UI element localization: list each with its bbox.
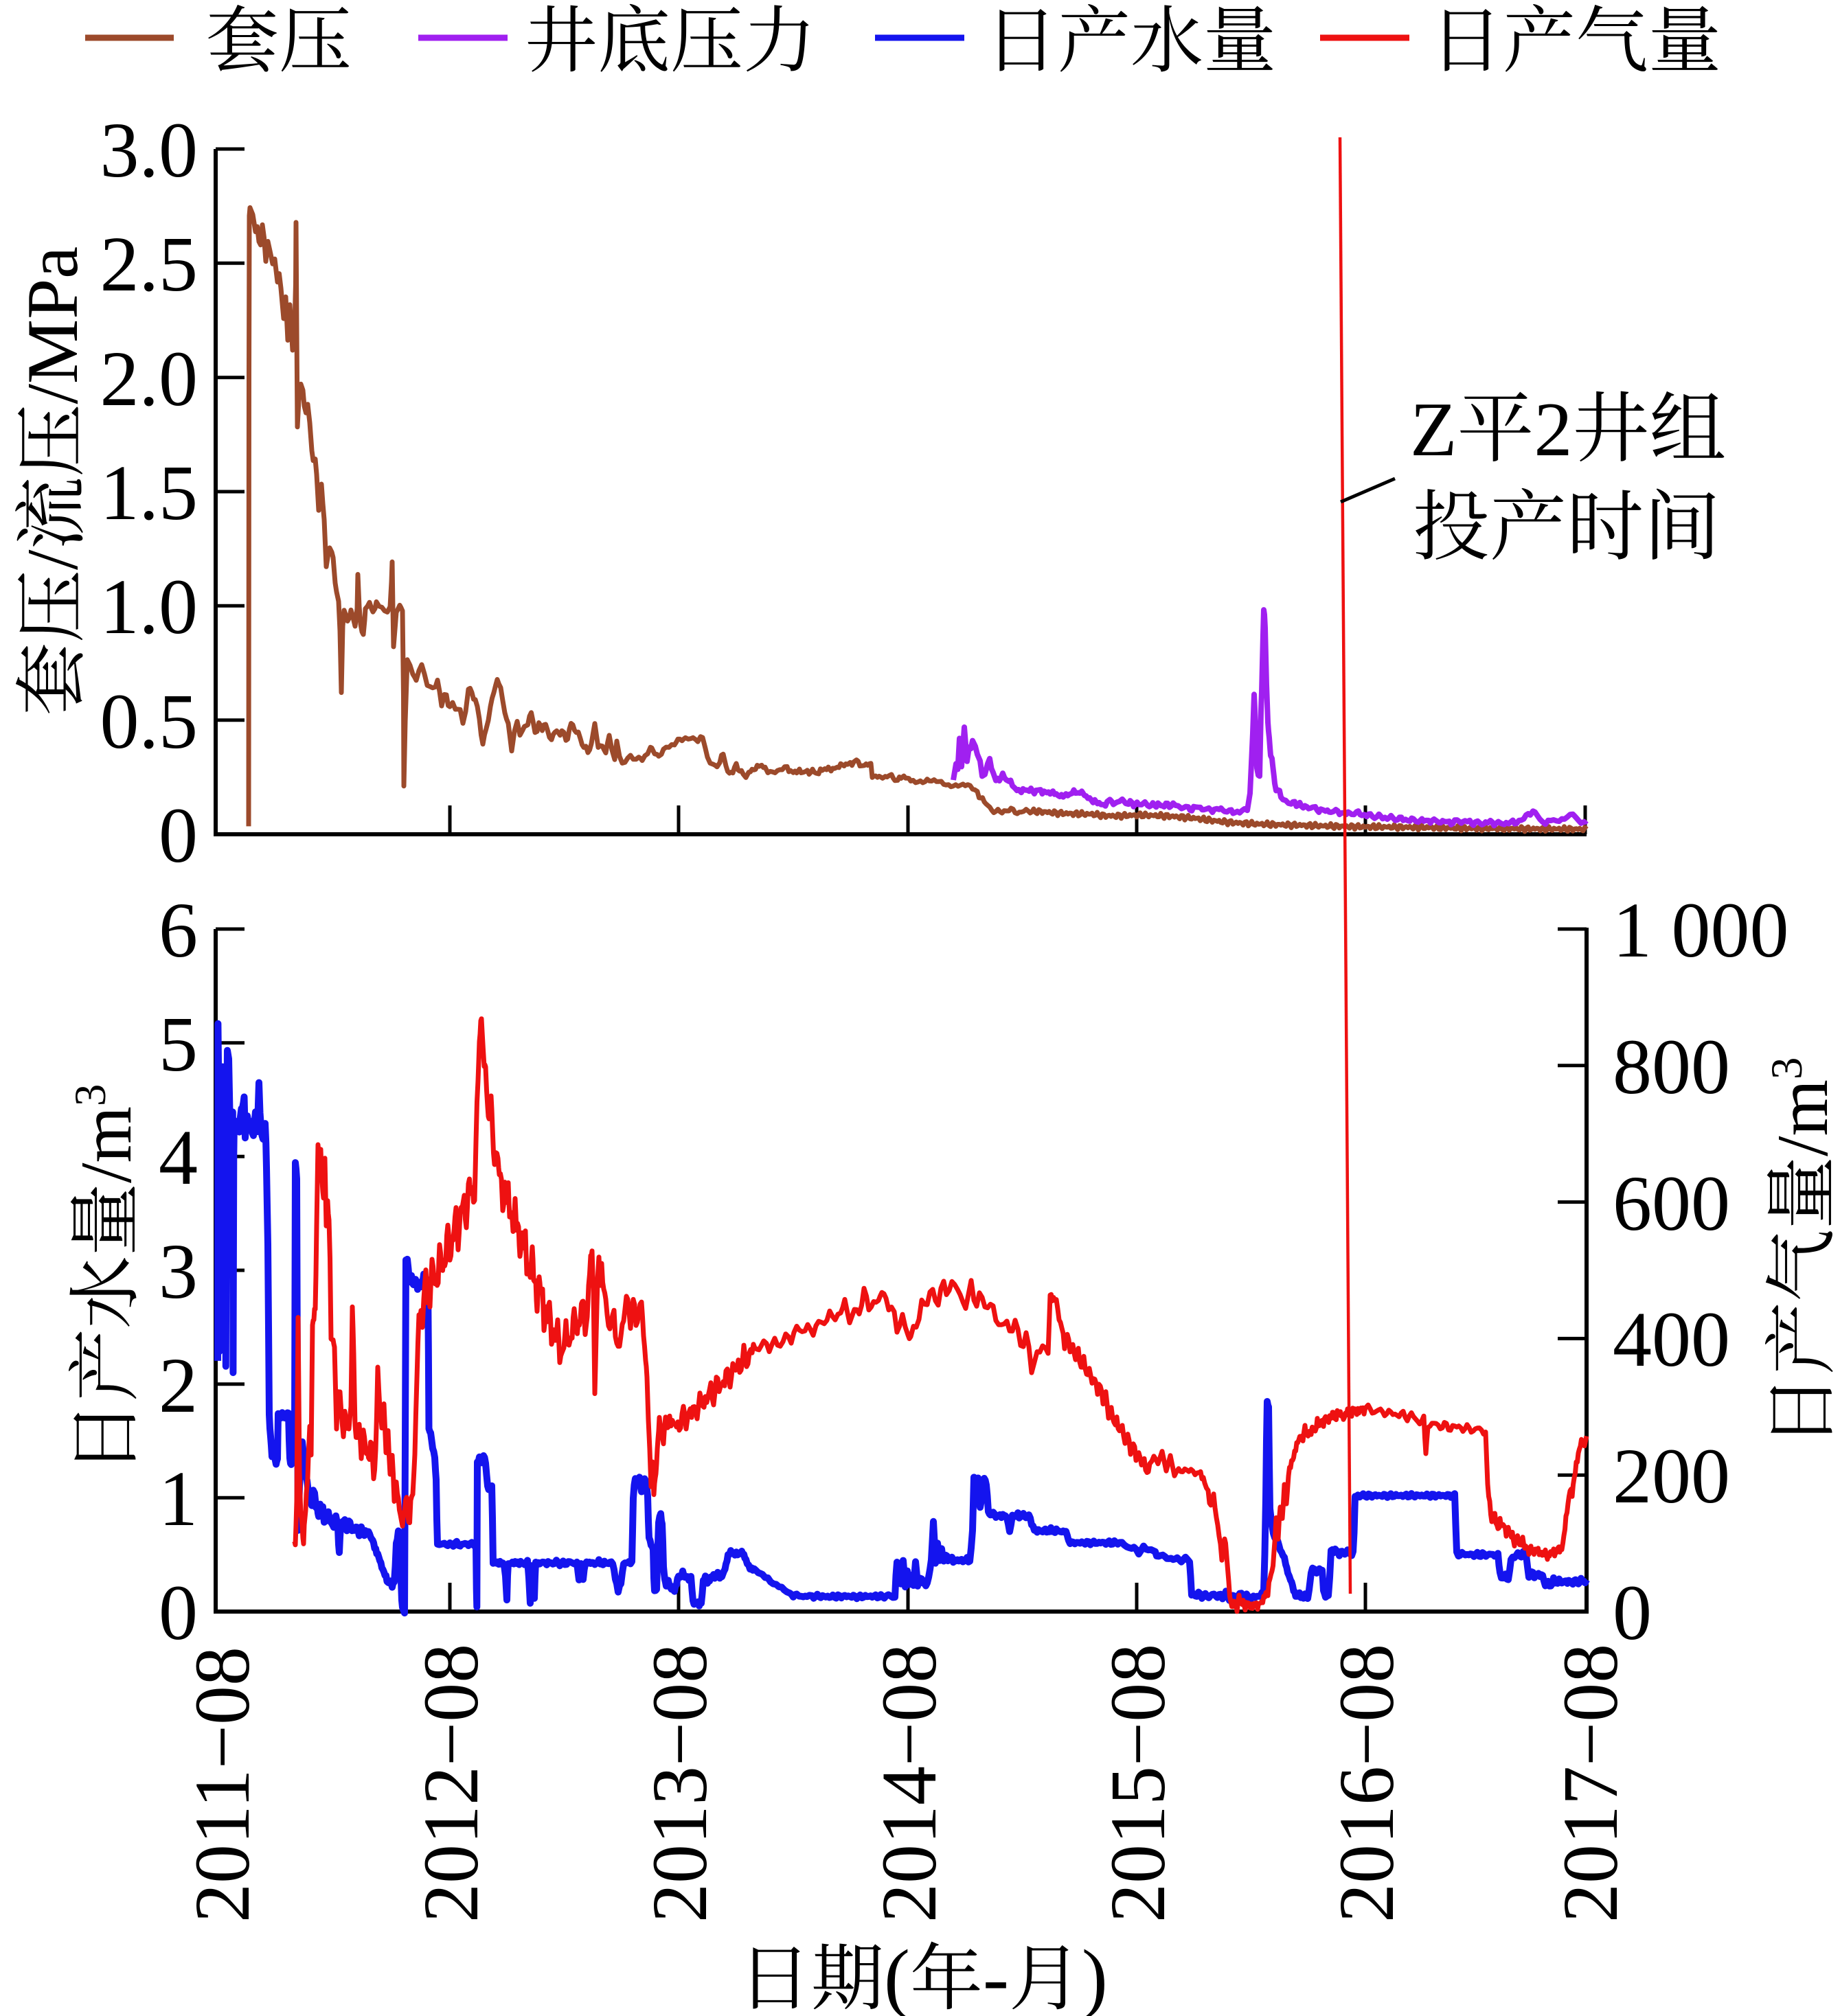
svg-text:1.5: 1.5 xyxy=(100,449,198,536)
svg-text:800: 800 xyxy=(1613,1023,1730,1110)
svg-text:3: 3 xyxy=(1762,1057,1812,1080)
svg-text:200: 200 xyxy=(1613,1432,1730,1520)
svg-text:2014−08: 2014−08 xyxy=(865,1644,953,1923)
svg-text:0: 0 xyxy=(159,1569,198,1656)
svg-text:(: ( xyxy=(884,1934,910,2016)
svg-text:2015−08: 2015−08 xyxy=(1094,1644,1181,1923)
svg-text:2.0: 2.0 xyxy=(100,335,198,422)
svg-text:3: 3 xyxy=(159,1228,198,1315)
svg-text:/m: /m xyxy=(66,1106,146,1183)
svg-text:/: / xyxy=(12,549,93,570)
svg-text:1: 1 xyxy=(159,1455,198,1542)
svg-text:2.5: 2.5 xyxy=(100,220,198,308)
svg-text:0: 0 xyxy=(1613,1569,1652,1656)
svg-text:2011−08: 2011−08 xyxy=(179,1647,266,1923)
svg-text:400: 400 xyxy=(1613,1296,1730,1383)
svg-text:1 000: 1 000 xyxy=(1613,886,1789,974)
svg-text:3.0: 3.0 xyxy=(100,106,198,194)
svg-text:2016−08: 2016−08 xyxy=(1323,1644,1410,1923)
svg-text:2012−08: 2012−08 xyxy=(407,1644,495,1923)
svg-text:2017−08: 2017−08 xyxy=(1547,1644,1634,1923)
svg-text:2: 2 xyxy=(159,1342,198,1429)
svg-text:): ) xyxy=(1082,1934,1108,2016)
svg-text:/m: /m xyxy=(1762,1079,1840,1156)
svg-text:4: 4 xyxy=(159,1114,198,1201)
svg-text:600: 600 xyxy=(1613,1160,1730,1247)
svg-text:5: 5 xyxy=(159,1000,198,1088)
svg-text:/MPa: /MPa xyxy=(12,247,93,404)
svg-text:2: 2 xyxy=(1534,387,1572,472)
svg-text:-: - xyxy=(983,1934,1009,2016)
svg-text:1.0: 1.0 xyxy=(100,563,198,650)
svg-text:0: 0 xyxy=(159,792,198,879)
svg-text:Z: Z xyxy=(1410,387,1457,472)
svg-text:6: 6 xyxy=(159,886,198,974)
svg-text:0.5: 0.5 xyxy=(100,678,198,765)
svg-text:3: 3 xyxy=(66,1084,115,1107)
svg-text:2013−08: 2013−08 xyxy=(636,1644,723,1923)
